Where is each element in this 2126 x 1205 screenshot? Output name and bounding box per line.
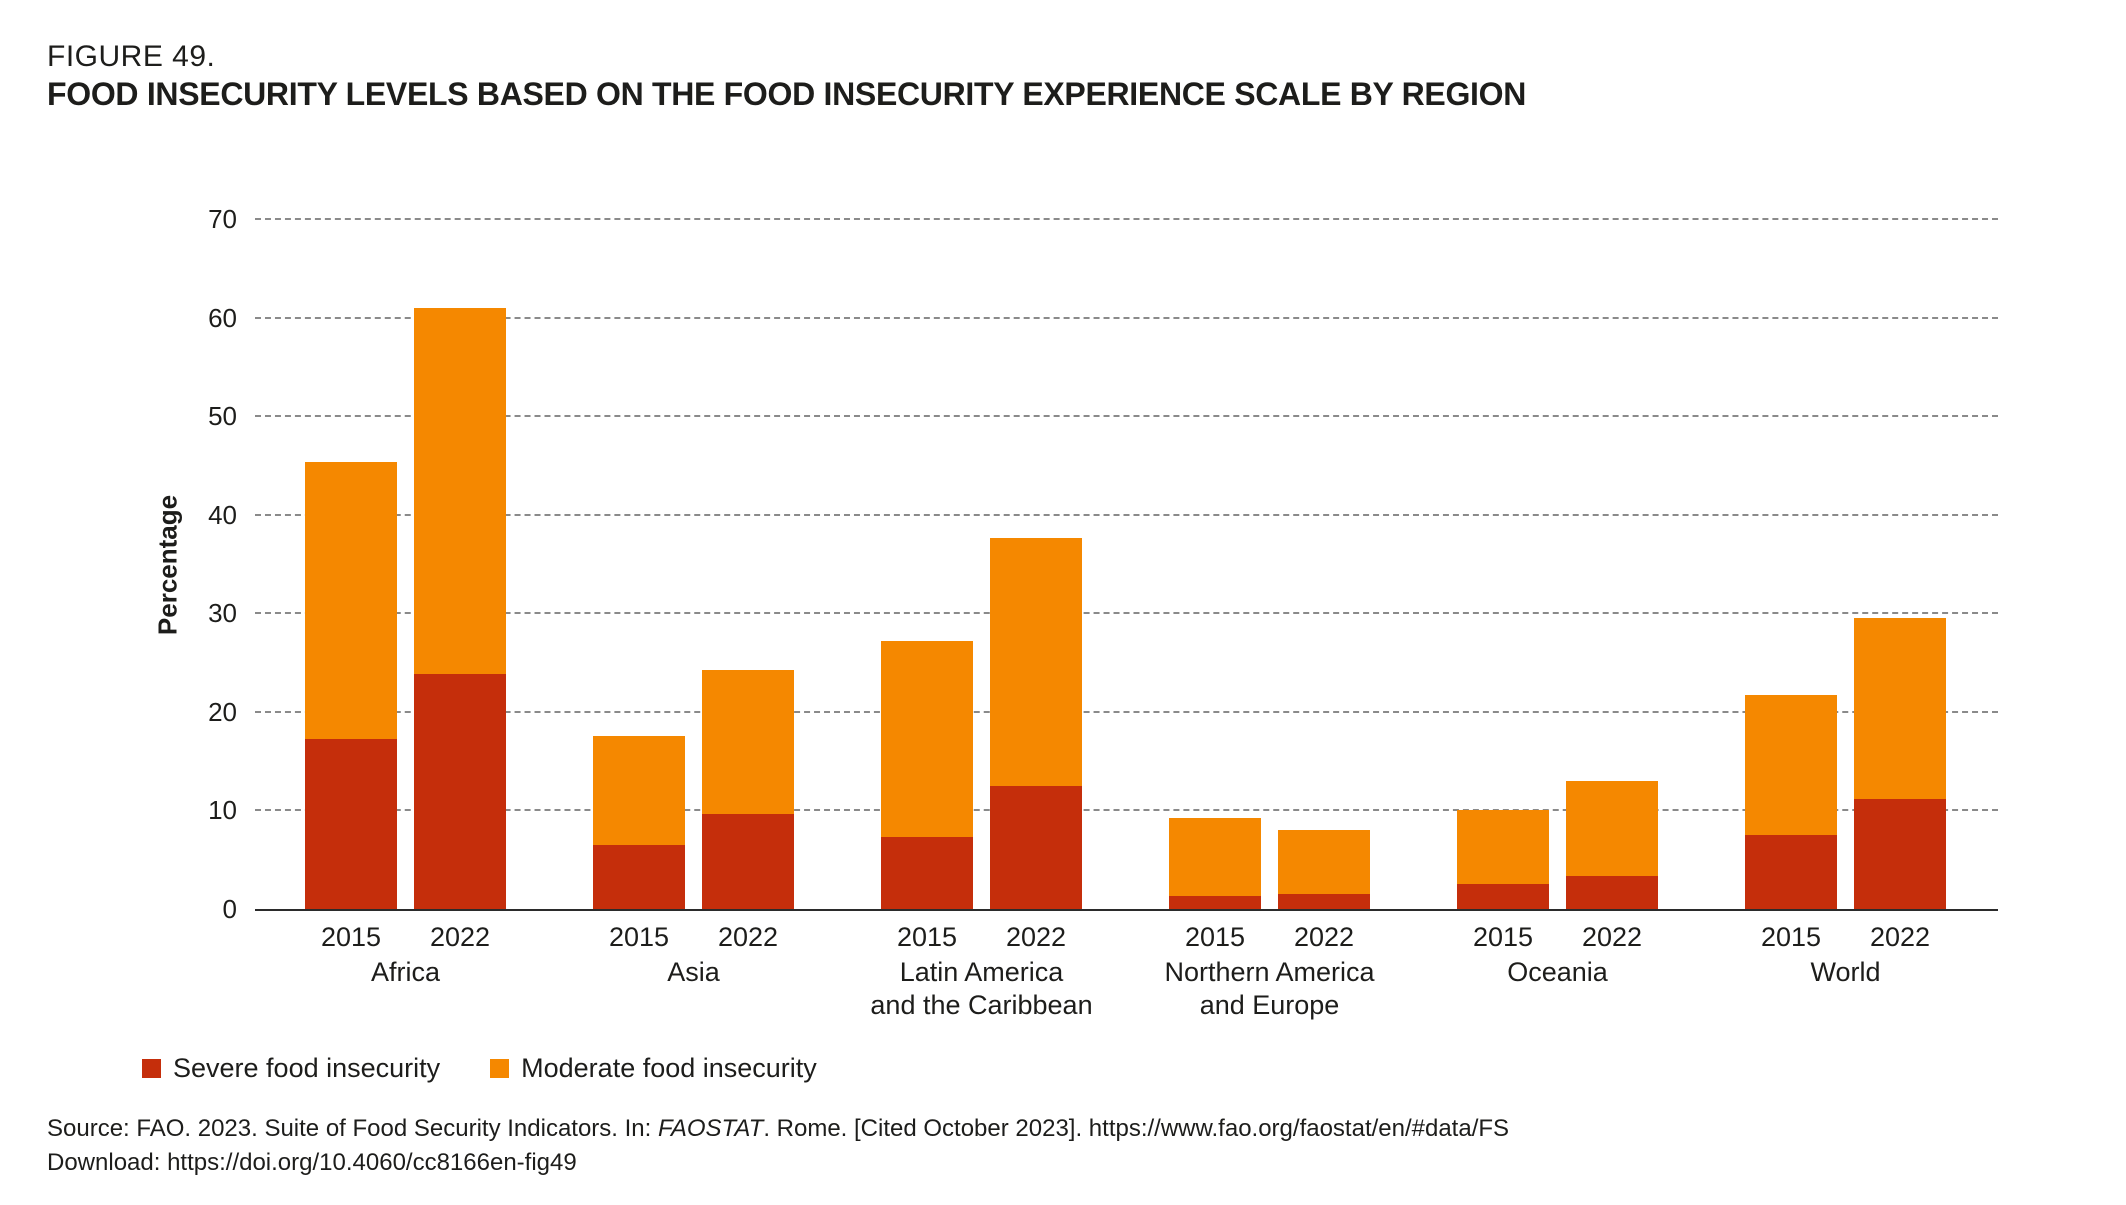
bar-segment-moderate bbox=[593, 735, 685, 845]
bar-segment-moderate bbox=[1278, 830, 1370, 895]
bar-latin-america-2015 bbox=[881, 640, 973, 909]
region-label-line: Africa bbox=[370, 957, 441, 987]
bar-segment-moderate bbox=[305, 461, 397, 740]
bar-world-2022 bbox=[1854, 618, 1946, 909]
figure-title: FOOD INSECURITY LEVELS BASED ON THE FOOD… bbox=[47, 76, 1527, 112]
legend-item-moderate: Moderate food insecurity bbox=[490, 1053, 817, 1084]
bar-asia-2015 bbox=[593, 735, 685, 909]
bar-segment-severe bbox=[702, 814, 794, 909]
year-tick-label: 2015 bbox=[320, 922, 382, 952]
bar-segment-severe bbox=[1745, 835, 1837, 909]
y-tick-label-10: 10 bbox=[208, 795, 237, 826]
bar-segment-severe bbox=[1854, 798, 1946, 909]
gridline-70 bbox=[255, 218, 1998, 220]
legend-label: Moderate food insecurity bbox=[521, 1053, 817, 1083]
bar-asia-2022 bbox=[702, 670, 794, 909]
region-label-line: Latin America bbox=[899, 957, 1064, 987]
source-note: Source: FAO. 2023. Suite of Food Securit… bbox=[47, 1112, 1509, 1180]
bar-segment-severe bbox=[414, 674, 506, 909]
bar-africa-2022 bbox=[414, 307, 506, 909]
year-tick-label: 2022 bbox=[1005, 922, 1067, 952]
bar-world-2015 bbox=[1745, 695, 1837, 909]
y-tick-label-40: 40 bbox=[208, 499, 237, 530]
gridline-20 bbox=[255, 710, 1998, 713]
gridline-40 bbox=[255, 513, 1998, 516]
gridline-60 bbox=[255, 316, 1998, 319]
bar-segment-moderate bbox=[1745, 695, 1837, 836]
year-tick-label: 2022 bbox=[717, 922, 779, 952]
bar-oceania-2022 bbox=[1566, 780, 1658, 909]
source-text: Source: FAO. 2023. Suite of Food Securit… bbox=[47, 1115, 658, 1142]
region-label-line: World bbox=[1810, 957, 1881, 987]
bar-segment-moderate bbox=[1169, 818, 1261, 897]
y-tick-label-50: 50 bbox=[208, 401, 237, 432]
gridline-50 bbox=[255, 415, 1998, 418]
bar-northern-america-2022 bbox=[1278, 830, 1370, 909]
source-line-1: Source: FAO. 2023. Suite of Food Securit… bbox=[47, 1112, 1509, 1146]
bar-latin-america-2022 bbox=[990, 538, 1082, 909]
y-tick-label-30: 30 bbox=[208, 598, 237, 629]
year-tick-label: 2015 bbox=[1184, 922, 1246, 952]
bar-segment-moderate bbox=[414, 307, 506, 675]
y-tick-label-60: 60 bbox=[208, 302, 237, 333]
bar-northern-america-2015 bbox=[1169, 818, 1261, 909]
stacked-bar-chart: Percentage 0 10 20 30 40 50 60 70 2015 2022 Africa… bbox=[153, 206, 1998, 1020]
bar-segment-severe bbox=[990, 785, 1082, 909]
year-tick-label: 2015 bbox=[1472, 922, 1534, 952]
bar-segment-severe bbox=[593, 844, 685, 909]
plot-area: 0 10 20 30 40 50 60 70 2015 2022 Africa 2015 2022 Asi… bbox=[208, 206, 1998, 1020]
gridline-10 bbox=[255, 809, 1998, 812]
year-tick-label: 2022 bbox=[429, 922, 491, 952]
bar-segment-severe bbox=[881, 837, 973, 909]
year-tick-label: 2015 bbox=[1760, 922, 1822, 952]
bar-segment-moderate bbox=[702, 670, 794, 815]
bar-segment-severe bbox=[305, 739, 397, 909]
y-tick-label-70: 70 bbox=[208, 204, 237, 234]
year-tick-label: 2022 bbox=[1581, 922, 1643, 952]
source-text-suffix: . Rome. [Cited October 2023]. https://ww… bbox=[763, 1115, 1510, 1142]
legend-item-severe: Severe food insecurity bbox=[142, 1053, 440, 1084]
year-tick-label: 2022 bbox=[1293, 922, 1355, 952]
bar-segment-moderate bbox=[1457, 810, 1549, 885]
bar-oceania-2015 bbox=[1457, 810, 1549, 909]
year-tick-label: 2015 bbox=[608, 922, 670, 952]
bar-segment-severe bbox=[1566, 876, 1658, 909]
year-tick-label: 2015 bbox=[896, 922, 958, 952]
source-line-2: Download: https://doi.org/10.4060/cc8166… bbox=[47, 1149, 577, 1176]
legend-swatch-severe bbox=[142, 1059, 161, 1078]
region-label-line: Northern America bbox=[1164, 957, 1375, 987]
year-tick-label: 2022 bbox=[1869, 922, 1931, 952]
figure-number: FIGURE 49. bbox=[47, 40, 216, 73]
bar-segment-moderate bbox=[990, 538, 1082, 786]
y-tick-label-20: 20 bbox=[208, 696, 237, 727]
region-label-line: Asia bbox=[667, 957, 720, 987]
x-axis-line bbox=[255, 909, 1998, 911]
region-label-line: and the Caribbean bbox=[870, 990, 1093, 1020]
gridline-30 bbox=[255, 612, 1998, 615]
bar-segment-severe bbox=[1278, 894, 1370, 909]
y-tick-label-0: 0 bbox=[222, 894, 237, 924]
legend: Severe food insecurity Moderate food inse… bbox=[142, 1053, 867, 1084]
legend-swatch-moderate bbox=[490, 1059, 510, 1078]
bar-segment-severe bbox=[1169, 896, 1261, 909]
region-label-line: and Europe bbox=[1199, 990, 1340, 1020]
bar-segment-severe bbox=[1457, 884, 1549, 909]
legend-label: Severe food insecurity bbox=[173, 1053, 441, 1083]
region-label-line: Oceania bbox=[1507, 957, 1608, 987]
bar-africa-2015 bbox=[305, 461, 397, 909]
bar-segment-moderate bbox=[1566, 780, 1658, 877]
bar-segment-moderate bbox=[881, 640, 973, 838]
source-faostat: FAOSTAT bbox=[657, 1115, 764, 1142]
bar-segment-moderate bbox=[1854, 618, 1946, 799]
